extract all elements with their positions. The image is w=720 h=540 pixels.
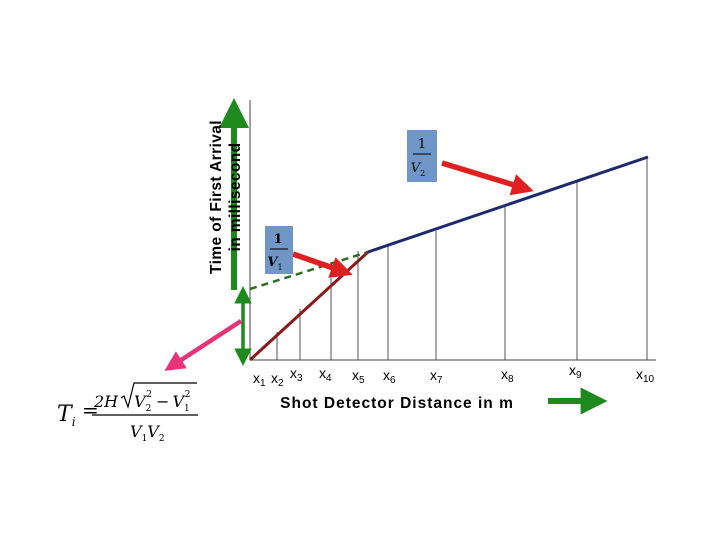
slope-label-v1: 1 V1 — [265, 226, 293, 274]
x-tick-labels: x1 x2 x3 x4 x5 x6 x7 x8 x9 x10 — [253, 362, 655, 389]
x-tick-label: x2 — [271, 370, 284, 389]
x-tick-label: x3 — [290, 365, 303, 384]
y-axis-label-line1: Time of First Arrival — [208, 120, 225, 274]
formula-denominator: V1V2 — [130, 422, 165, 444]
formula-radical-sign — [120, 382, 197, 410]
slope-label-v1-numerator: 1 — [273, 232, 282, 247]
slope-v1-pointer-arrow — [292, 251, 353, 278]
slope-label-v2-numerator: 1 — [418, 137, 426, 152]
x-tick-label: x8 — [501, 366, 514, 385]
formula-lhs: Ti — [57, 402, 76, 429]
x-tick-label: x4 — [319, 365, 332, 384]
x-tick-label: x10 — [636, 366, 655, 385]
formula-equals: = — [82, 398, 99, 422]
formula-pointer-arrow — [164, 319, 243, 371]
intercept-extrapolation-line — [249, 250, 369, 291]
detector-lines — [276, 157, 648, 360]
slope-label-v1-box — [265, 226, 293, 274]
x-tick-label: x7 — [430, 367, 443, 386]
refracted-wave-line — [367, 155, 649, 254]
formula-numerator: 2H — [93, 392, 119, 411]
x-tick-label: x6 — [383, 367, 396, 386]
intercept-time-formula: Ti = 2H V22− V12 V1V2 — [57, 382, 198, 444]
x-tick-label: x5 — [352, 367, 365, 386]
x-tick-label: x9 — [569, 362, 582, 381]
y-axis-label-line2: in millisecond — [227, 143, 244, 252]
formula-radicand: V22− V12 — [134, 390, 190, 414]
x-tick-label: x1 — [253, 370, 266, 389]
slope-v2-pointer-arrow — [441, 160, 534, 196]
x-axis-label: Shot Detector Distance in m — [280, 395, 514, 412]
slope-label-v2: 1 V2 — [407, 130, 437, 182]
slope-label-v2-box — [407, 130, 437, 182]
slope-label-v2-denominator: V2 — [411, 161, 425, 178]
slope-label-v1-denominator: V1 — [267, 255, 282, 272]
